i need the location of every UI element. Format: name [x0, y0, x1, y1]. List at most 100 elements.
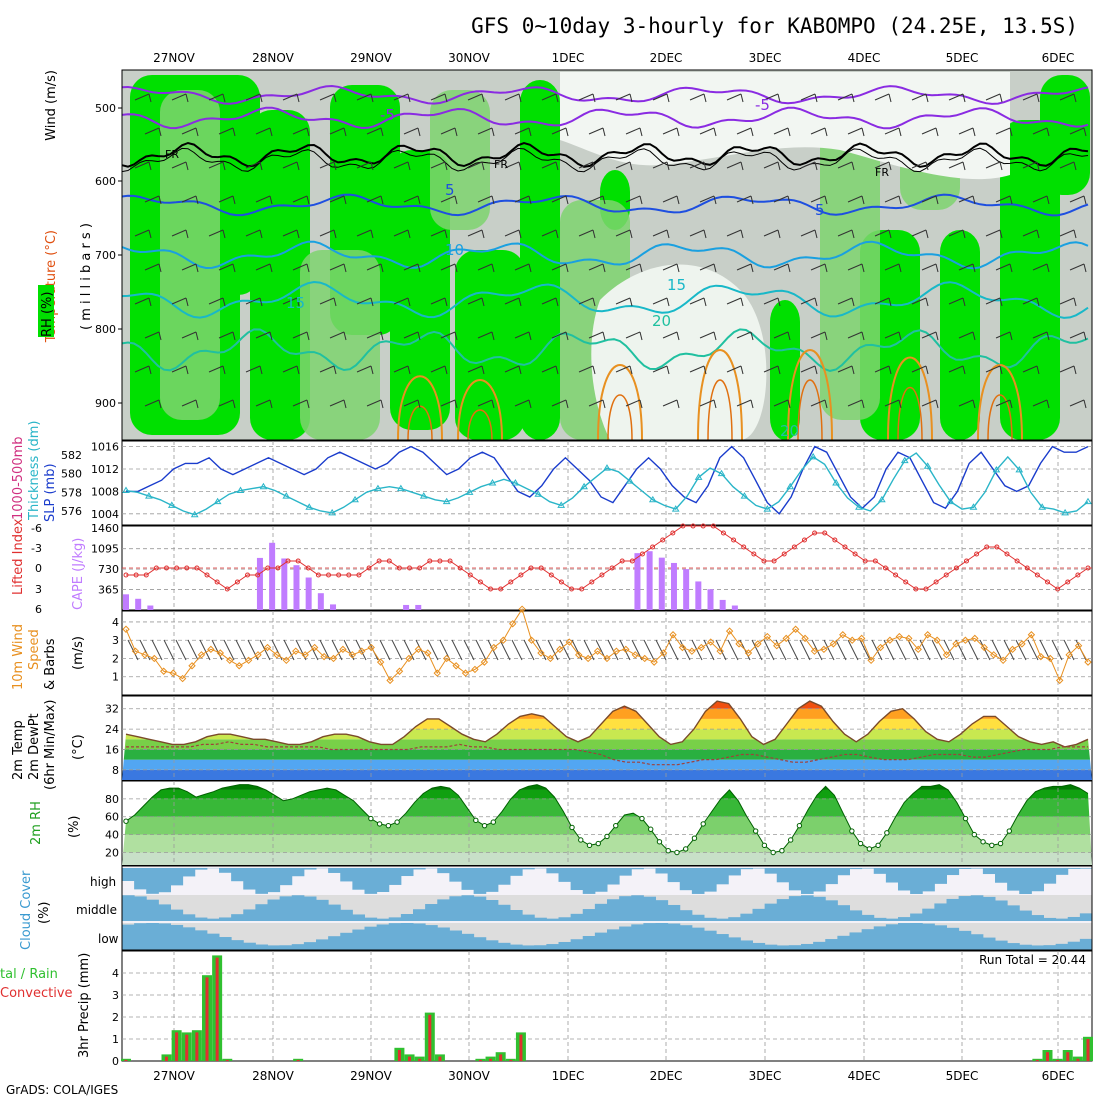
upper-wind-barb [763, 161, 779, 169]
upper-wind-barb-flag [555, 297, 559, 307]
cloud-high-bar [122, 868, 135, 881]
wind-marker [603, 654, 611, 663]
upper-wind-barb [884, 399, 900, 407]
cloud-low-bar [728, 937, 741, 950]
thickness-marker [1015, 465, 1024, 473]
cloud-middle-bar [594, 903, 608, 921]
thickness-label-1: 1000-500mb [11, 436, 26, 520]
wind-barb [379, 639, 391, 661]
li-marker [761, 558, 767, 564]
precip-convective-bar [509, 1059, 513, 1061]
rh-marker [683, 846, 689, 852]
thickness-marker [236, 486, 245, 493]
wind-marker [763, 632, 772, 641]
upper-wind-barb [551, 195, 567, 203]
upper-wind-barb [699, 399, 715, 407]
cloud-high-bar [473, 868, 487, 894]
upper-wind-barb [1069, 399, 1085, 407]
temp-contour-minus5 [121, 106, 1089, 130]
cloud-middle-bar [934, 903, 947, 921]
upper-wind-barb-flag [999, 229, 1003, 239]
cloud-high-bar [849, 868, 863, 870]
temp-contour-10 [121, 240, 1089, 270]
temp-contour-minus5-upper [121, 84, 1089, 105]
wind-marker [782, 634, 790, 643]
upper-wind-barb-flag [999, 161, 1003, 171]
thickness-marker [694, 473, 703, 480]
upper-wind-barb [171, 229, 187, 237]
wind-barb [907, 639, 919, 661]
upper-wind-barb [282, 229, 298, 237]
cloud-middle-bar [922, 908, 935, 921]
li-marker [538, 565, 544, 571]
wind-marker [678, 643, 687, 652]
li-marker [852, 551, 858, 557]
cloud-low-bar [497, 942, 511, 950]
upper-wind-barb-flag [195, 263, 199, 273]
upper-wind-barb [171, 365, 187, 373]
li-marker [984, 544, 990, 550]
upper-wind-barb [440, 127, 456, 135]
cloud-low-bar [170, 924, 184, 950]
precip-convective-bar [1066, 1052, 1070, 1061]
upper-wind-barb [985, 161, 1001, 169]
upper-wind-barb-flag [676, 263, 680, 273]
cloud-low-bar [716, 934, 729, 950]
cloud-low-bar [1007, 943, 1020, 950]
cloud-low-bar [619, 926, 632, 950]
upper-wind-barb-flag [703, 93, 707, 103]
wind-barb [559, 639, 571, 661]
day-label-top: 1DEC [552, 51, 585, 65]
upper-wind-barb-flag [555, 229, 559, 239]
wind-marker [301, 651, 309, 659]
cape-bar [403, 604, 410, 610]
cloud-middle-bar [303, 896, 317, 921]
wind-marker [801, 634, 809, 643]
upper-wind-barb-flag [306, 127, 310, 137]
wind-marker [471, 665, 479, 674]
wind-barb [787, 639, 799, 661]
thickness-marker [396, 484, 405, 492]
upper-wind-barb-flag [1009, 195, 1013, 205]
upper-wind-barb-flag [481, 297, 485, 307]
cloud-low-bar [364, 926, 378, 950]
li-marker [609, 565, 615, 571]
upper-wind-barb [948, 93, 964, 101]
upper-wind-barb [144, 195, 160, 203]
rh-marker [866, 846, 873, 852]
wind-barb [187, 639, 199, 661]
upper-wind-barb [995, 331, 1011, 339]
li-marker [305, 565, 311, 571]
upper-wind-barb-flag [861, 263, 865, 273]
day-label-top: 5DEC [946, 51, 979, 65]
cloud-high-bar [716, 868, 729, 885]
cloud-low-bar [194, 930, 208, 950]
thickness-marker [946, 497, 955, 505]
chart-title: GFS 0~10day 3-hourly for KABOMPO (24.25E… [471, 14, 1078, 38]
thickness-marker [328, 508, 337, 516]
upper-wind-barb-flag [1036, 229, 1040, 239]
wind-marker [197, 651, 206, 659]
upper-wind-barb-flag [814, 229, 818, 239]
cloud-low-bar [461, 933, 475, 950]
upper-wind-barb-flag [639, 127, 643, 137]
cloud-low-bar [1019, 944, 1032, 950]
wind-marker [537, 649, 545, 657]
upper-wind-barb [218, 399, 234, 407]
rh-marker [481, 822, 488, 829]
upper-wind-barb [245, 93, 261, 101]
wind-tick: 2 [112, 652, 119, 665]
wind-barb [499, 639, 511, 661]
upper-wind-barb-flag [666, 229, 670, 239]
thickness-marker [374, 484, 382, 492]
upper-wind-barb [134, 93, 150, 101]
thickness-marker [557, 501, 566, 508]
wind-barb [235, 639, 247, 661]
li-marker [234, 579, 240, 585]
upper-wind-barb-flag [703, 365, 707, 375]
upper-wind-barb-flag [787, 263, 791, 273]
cloud-high-bar [631, 868, 644, 870]
precip-convective-bar [175, 1032, 179, 1061]
upper-wind-barb-flag [518, 365, 522, 375]
wind-barb [331, 639, 343, 661]
